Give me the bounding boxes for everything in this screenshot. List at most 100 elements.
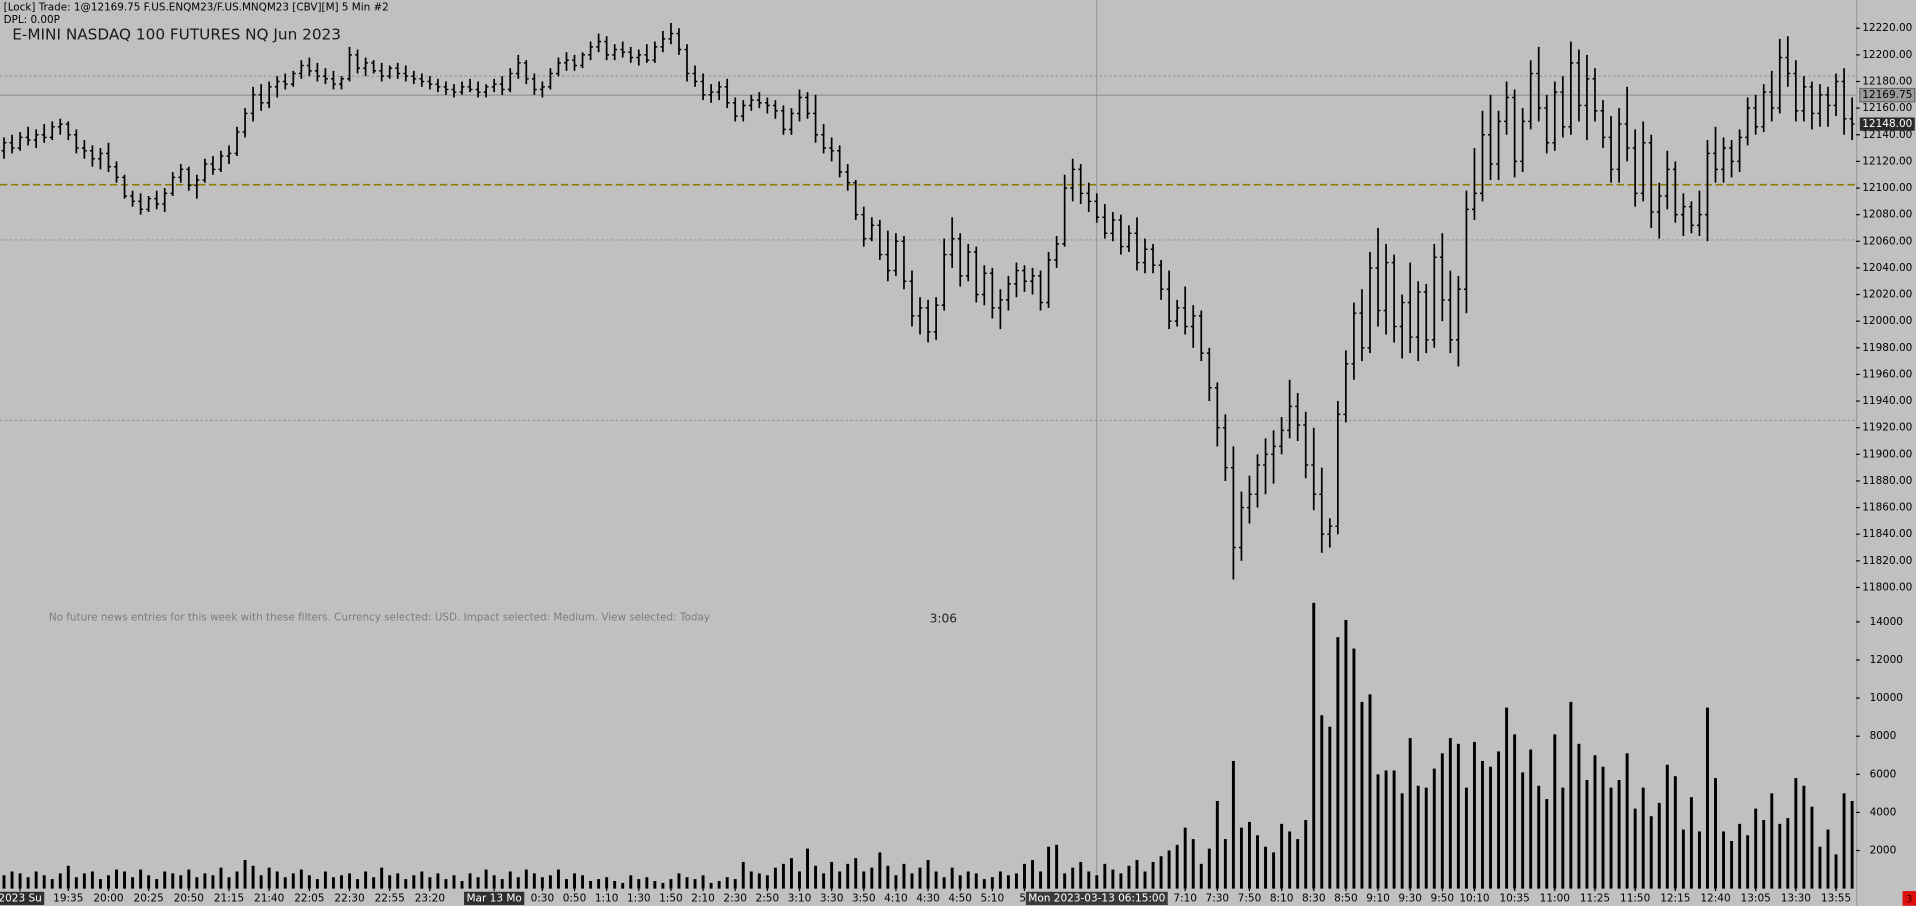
volume-bar	[1818, 846, 1822, 889]
volume-bar	[830, 861, 834, 889]
x-tick-label: 12:15	[1660, 892, 1690, 904]
volume-bar	[163, 871, 167, 889]
x-tick-label: 8:50	[1334, 892, 1358, 904]
ohlc-bar	[1238, 491, 1244, 561]
volume-bar	[299, 869, 303, 889]
ohlc-bar	[459, 81, 465, 95]
ohlc-bar	[1070, 158, 1076, 202]
ohlc-bar	[1536, 46, 1542, 122]
volume-bar	[1706, 707, 1709, 889]
ohlc-bar	[1544, 94, 1550, 154]
x-tick-label: Mar 13 Mo	[466, 892, 521, 904]
volume-bar	[1569, 701, 1573, 889]
ohlc-bar	[1005, 275, 1011, 311]
ohlc-bar	[81, 140, 87, 159]
ohlc-bar	[1319, 467, 1325, 553]
x-tick-label: 5:10	[981, 892, 1005, 904]
ohlc-bar	[57, 118, 63, 135]
volume-bar	[1256, 835, 1259, 889]
volume-bar	[1521, 772, 1525, 889]
volume-bar	[356, 879, 360, 889]
volume-bar	[1312, 602, 1316, 889]
ohlc-bar	[1664, 150, 1670, 210]
volume-bar	[195, 877, 199, 889]
ohlc-bar	[652, 41, 658, 63]
y-tick-label: 12060.00	[1862, 235, 1912, 247]
volume-bar	[669, 879, 673, 889]
volume-bar	[1481, 760, 1484, 889]
ohlc-bar	[676, 28, 682, 55]
ohlc-bar	[1279, 417, 1285, 455]
volume-bar	[307, 875, 311, 889]
x-tick-label: 1:30	[627, 892, 651, 904]
ohlc-bar	[1375, 227, 1381, 327]
ohlc-bar	[1030, 267, 1035, 295]
ohlc-bar	[1214, 382, 1220, 447]
ohlc-bar	[475, 81, 481, 98]
volume-bar	[58, 873, 62, 889]
ohlc-bar	[780, 105, 786, 135]
ohlc-bar	[1222, 414, 1228, 481]
x-tick-label: 11:50	[1620, 892, 1650, 904]
ohlc-bar	[925, 299, 931, 343]
ohlc-bar	[612, 44, 618, 61]
ohlc-bar	[1624, 86, 1630, 162]
y-tick-label: 12180.00	[1862, 75, 1912, 87]
volume-bar	[1360, 701, 1364, 889]
y-tick-label: 12040.00	[1862, 262, 1912, 274]
alert-box[interactable]	[1902, 891, 1916, 906]
volume-bar	[1031, 860, 1034, 889]
y-tick-label: 12080.00	[1862, 209, 1912, 221]
volume-bar	[1248, 821, 1251, 889]
volume-bar	[1014, 873, 1018, 889]
ohlc-bar	[668, 22, 674, 45]
volume-bar	[1738, 823, 1742, 889]
volume-bar	[364, 871, 368, 889]
volume-bar	[1280, 823, 1284, 889]
volume-bar	[950, 867, 954, 889]
ohlc-bar	[1086, 182, 1092, 212]
ohlc-bar	[1447, 270, 1453, 354]
ohlc-bar	[1335, 401, 1341, 535]
volume-bar	[789, 858, 793, 889]
volume-bar	[982, 879, 986, 889]
volume-bar	[508, 871, 512, 889]
ohlc-bar	[805, 92, 810, 119]
volume-bar	[532, 873, 536, 889]
x-tick-label: 20:50	[174, 892, 204, 904]
alert-count[interactable]: 3	[1906, 894, 1912, 905]
y-tick-label: 11980.00	[1862, 342, 1912, 354]
y-tick-label: 12120.00	[1862, 155, 1912, 167]
volume-tick-label: 2000	[1870, 845, 1897, 857]
volume-bar	[548, 875, 552, 889]
x-tick-label: 8:30	[1302, 892, 1326, 904]
volume-bar	[155, 879, 159, 889]
volume-bar	[1850, 800, 1854, 889]
volume-bar	[211, 875, 215, 889]
volume-bar	[1681, 829, 1685, 889]
y-tick-label: 12140.00	[1862, 129, 1912, 141]
ohlc-bar	[97, 148, 103, 170]
volume-bar	[1384, 770, 1388, 889]
volume-bar	[894, 875, 898, 889]
ohlc-bar	[1134, 217, 1140, 271]
volume-bar	[942, 877, 946, 889]
ohlc-bar	[371, 60, 377, 74]
volume-bar	[1689, 797, 1693, 889]
volume-bar	[1665, 764, 1669, 889]
ohlc-bar	[539, 81, 545, 98]
volume-bar	[846, 863, 850, 889]
ohlc-bar	[797, 89, 802, 122]
volume-bar	[1055, 844, 1059, 889]
chart-title: E-MINI NASDAQ 100 FUTURES NQ Jun 2023	[12, 26, 341, 44]
ohlc-bar	[1206, 347, 1212, 402]
volume-bar	[18, 873, 22, 889]
volume-bar	[1762, 820, 1766, 889]
volume-bar	[1079, 861, 1083, 889]
volume-bar	[1304, 820, 1308, 889]
volume-bar	[1714, 778, 1717, 889]
volume-bar	[275, 871, 279, 889]
volume-bar	[26, 877, 30, 889]
x-tick-label: 3:50	[852, 892, 876, 904]
